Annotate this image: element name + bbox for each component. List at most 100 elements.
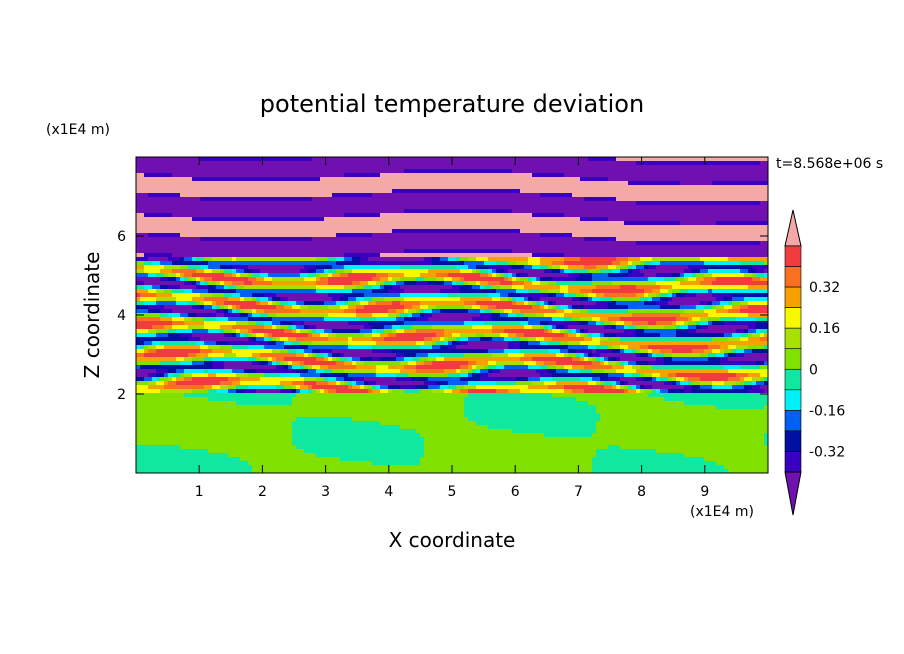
field-cell (496, 177, 500, 181)
field-cell (588, 241, 592, 245)
field-cell (648, 169, 652, 173)
field-cell (564, 201, 568, 205)
field-cell (296, 225, 300, 229)
field-cell (416, 221, 420, 225)
field-cell (532, 261, 536, 265)
field-cell (628, 181, 632, 185)
field-cell (528, 185, 532, 189)
field-cell (736, 217, 740, 221)
field-cell (392, 277, 396, 281)
field-cell (468, 253, 472, 257)
field-cell (440, 181, 444, 185)
field-cell (384, 213, 388, 217)
field-cell (140, 201, 144, 205)
field-cell (672, 209, 676, 213)
field-cell (752, 237, 756, 241)
field-cell (548, 185, 552, 189)
field-cell (448, 257, 452, 261)
field-cell (200, 201, 204, 205)
field-cell (420, 253, 424, 257)
field-cell (748, 269, 752, 273)
field-cell (456, 193, 460, 197)
field-cell (520, 209, 524, 213)
field-cell (744, 225, 748, 229)
field-cell (596, 269, 600, 273)
field-cell (680, 253, 684, 257)
field-cell (404, 241, 408, 245)
field-cell (500, 201, 504, 205)
field-cell (456, 253, 460, 257)
field-cell (232, 185, 236, 189)
field-cell (296, 165, 300, 169)
field-cell (244, 157, 248, 161)
field-cell (528, 193, 532, 197)
field-cell (556, 229, 560, 233)
field-cell (668, 205, 672, 209)
field-cell (512, 165, 516, 169)
field-cell (652, 217, 656, 221)
field-cell (180, 237, 184, 241)
field-cell (292, 277, 296, 281)
field-cell (660, 173, 664, 177)
field-cell (744, 197, 748, 201)
field-cell (656, 245, 660, 249)
field-cell (644, 201, 648, 205)
field-cell (388, 237, 392, 241)
field-cell (628, 233, 632, 237)
field-cell (624, 177, 628, 181)
field-cell (436, 189, 440, 193)
field-cell (452, 177, 456, 181)
field-cell (748, 273, 752, 277)
field-cell (248, 181, 252, 185)
field-cell (300, 221, 304, 225)
field-cell (628, 165, 632, 169)
field-cell (148, 197, 152, 201)
field-cell (752, 193, 756, 197)
field-cell (428, 277, 432, 281)
field-cell (604, 185, 608, 189)
field-cell (588, 197, 592, 201)
field-cell (660, 185, 664, 189)
field-cell (712, 237, 716, 241)
field-cell (360, 277, 364, 281)
field-cell (632, 217, 636, 221)
field-cell (184, 253, 188, 257)
field-cell (588, 269, 592, 273)
field-cell (220, 205, 224, 209)
field-cell (368, 217, 372, 221)
field-cell (500, 193, 504, 197)
field-cell (552, 177, 556, 181)
field-cell (352, 257, 356, 261)
field-cell (396, 181, 400, 185)
field-cell (344, 197, 348, 201)
field-cell (368, 265, 372, 269)
field-cell (648, 273, 652, 277)
field-cell (588, 185, 592, 189)
field-cell (152, 265, 156, 269)
field-cell (228, 249, 232, 253)
field-cell (480, 173, 484, 177)
field-cell (380, 217, 384, 221)
field-cell (144, 165, 148, 169)
field-cell (764, 233, 768, 237)
field-cell (440, 241, 444, 245)
field-cell (244, 189, 248, 193)
field-cell (672, 261, 676, 265)
field-cell (504, 197, 508, 201)
field-cell (764, 205, 768, 209)
field-cell (596, 277, 600, 281)
field-cell (236, 193, 240, 197)
field-cell (572, 253, 576, 257)
field-cell (532, 233, 536, 237)
field-cell (504, 221, 508, 225)
field-cell (732, 229, 736, 233)
field-cell (756, 181, 760, 185)
field-cell (704, 157, 708, 161)
field-cell (624, 165, 628, 169)
field-cell (632, 201, 636, 205)
field-cell (340, 273, 344, 277)
field-cell (716, 205, 720, 209)
field-cell (544, 249, 548, 253)
field-cell (356, 277, 360, 281)
field-cell (312, 189, 316, 193)
